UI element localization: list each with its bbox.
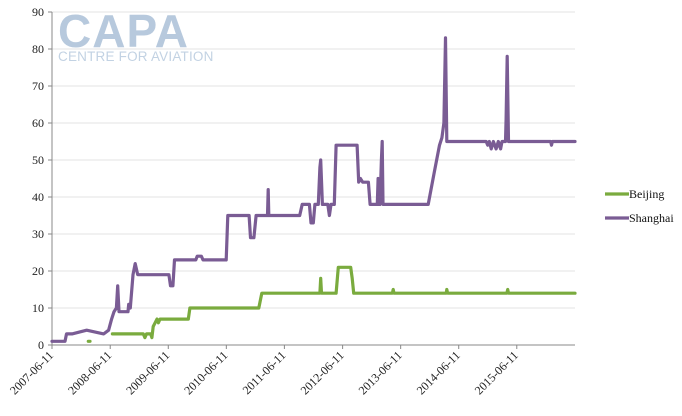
x-tick-label-2007-06-11: 2007-06-11: [7, 348, 56, 397]
x-tick-label-2008-06-11: 2008-06-11: [65, 348, 114, 397]
gridlines: [52, 11, 575, 309]
y-tick-label-40: 40: [32, 190, 44, 204]
y-axis-tick-labels: 0 10 20 30 40 50 60 70 80 90: [32, 5, 44, 352]
watermark-main-text: CAPA: [58, 5, 189, 57]
x-tick-label-2009-06-11: 2009-06-11: [123, 348, 172, 397]
y-tick-label-20: 20: [32, 264, 44, 278]
x-tick-label-2014-06-11: 2014-06-11: [414, 348, 463, 397]
legend-label-shanghai: Shanghai: [629, 211, 674, 225]
beijing-line-segment-1: [110, 265, 577, 340]
y-tick-label-90: 90: [32, 5, 44, 19]
x-axis-tick-labels: 2007-06-11 2008-06-11 2009-06-11 2010-06-11…: [7, 348, 521, 397]
y-tick-label-30: 30: [32, 227, 44, 241]
legend: Beijing Shanghai: [605, 187, 674, 225]
axes: [48, 11, 575, 349]
y-tick-label-50: 50: [32, 153, 44, 167]
capa-logo-watermark: CAPA CENTRE FOR AVIATION: [58, 5, 214, 64]
x-tick-label-2012-06-11: 2012-06-11: [298, 348, 347, 397]
x-tick-label-2010-06-11: 2010-06-11: [181, 348, 230, 397]
x-tick-label-2015-06-11: 2015-06-11: [472, 348, 521, 397]
watermark-sub-text: CENTRE FOR AVIATION: [58, 49, 214, 64]
y-tick-label-0: 0: [38, 338, 44, 352]
x-tick-label-2013-06-11: 2013-06-11: [356, 348, 405, 397]
x-tick-label-2011-06-11: 2011-06-11: [240, 348, 289, 397]
y-tick-label-60: 60: [32, 116, 44, 130]
legend-label-beijing: Beijing: [629, 187, 664, 201]
y-tick-label-10: 10: [32, 301, 44, 315]
y-tick-label-80: 80: [32, 42, 44, 56]
y-tick-label-70: 70: [32, 79, 44, 93]
series-lines: [50, 36, 577, 343]
shanghai-line-segment-0: [50, 36, 577, 343]
